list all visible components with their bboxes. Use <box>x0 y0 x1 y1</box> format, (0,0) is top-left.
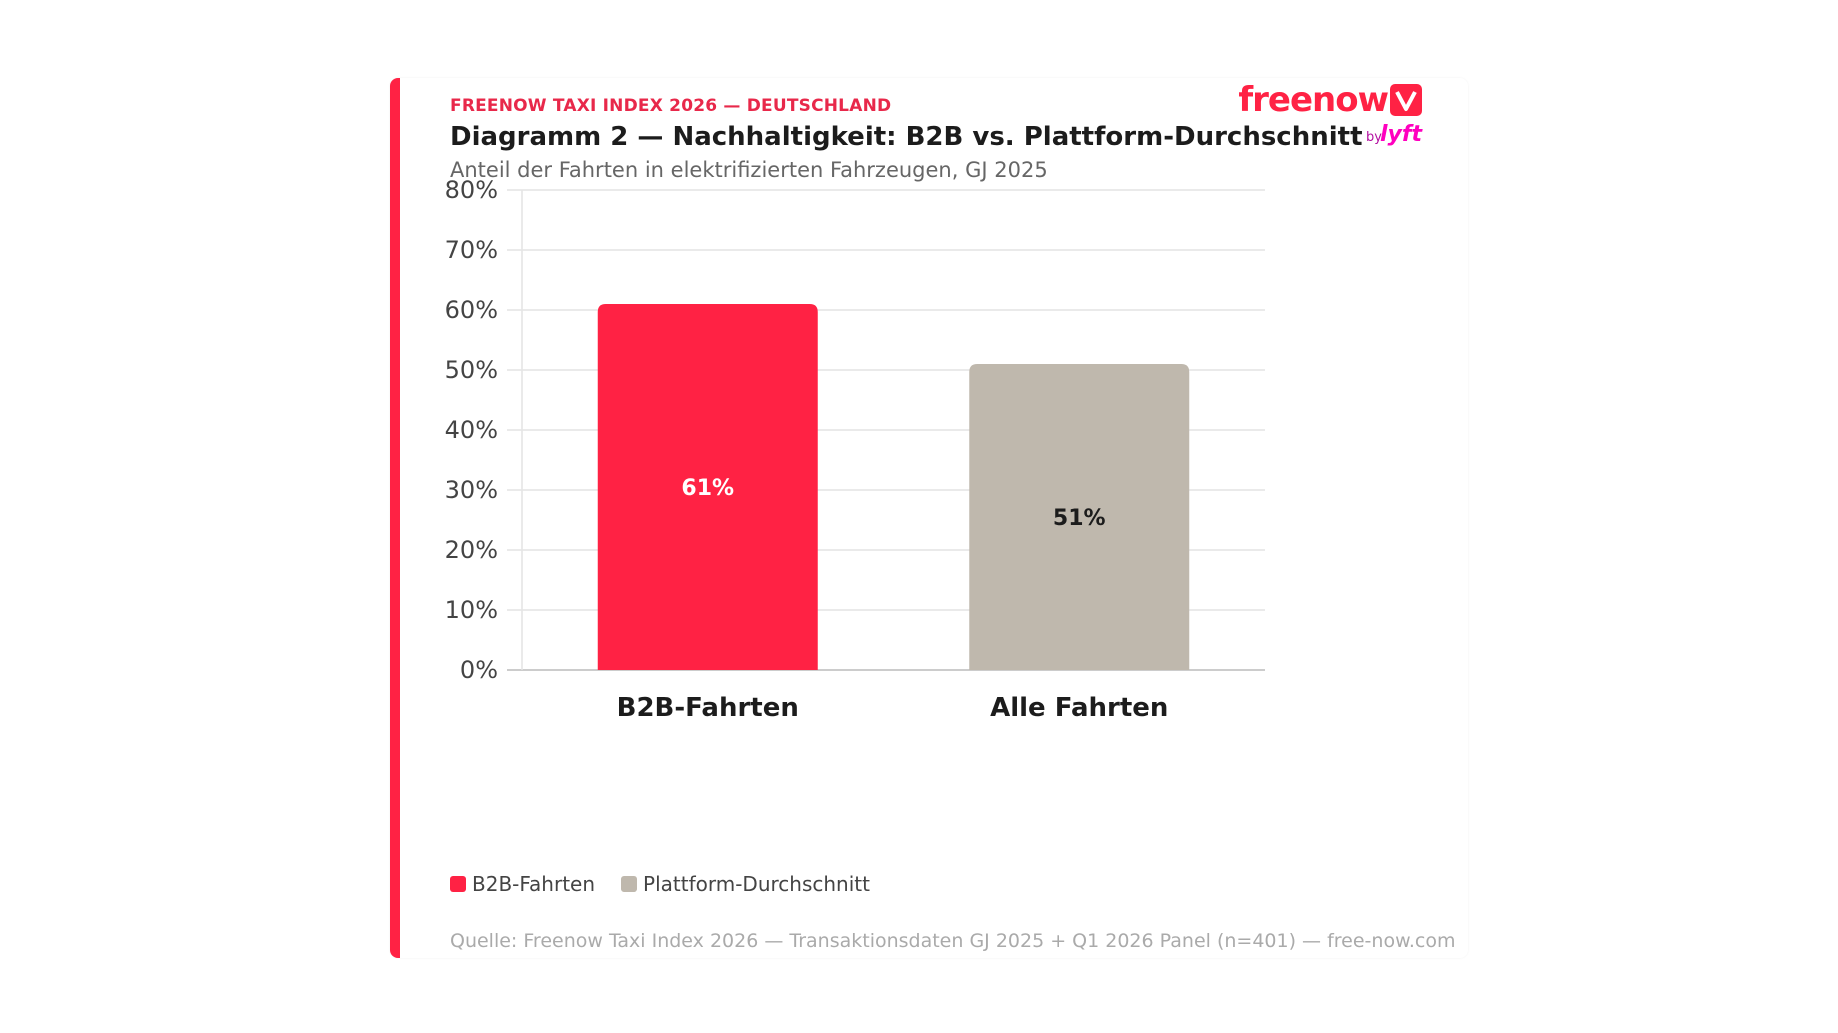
y-tick-label: 40% <box>445 416 498 444</box>
logo-wordmark: freenow <box>1238 80 1389 120</box>
y-tick-label: 60% <box>445 296 498 324</box>
y-tick-label: 70% <box>445 236 498 264</box>
eyebrow-label: FREENOW TAXI INDEX 2026 — DEUTSCHLAND <box>450 96 892 116</box>
legend-item: Plattform-Durchschnitt <box>621 872 870 896</box>
y-tick-label: 20% <box>445 536 498 564</box>
y-tick-label: 10% <box>445 596 498 624</box>
freenow-logo: freenow by lyft <box>1222 78 1422 158</box>
y-tick-label: 50% <box>445 356 498 384</box>
y-tick-label: 80% <box>445 176 498 204</box>
chart-legend: B2B-Fahrten Plattform-Durchschnitt <box>450 872 870 896</box>
chart-title: Diagramm 2 — Nachhaltigkeit: B2B vs. Pla… <box>450 122 1363 152</box>
bar-value-label: 51% <box>1053 506 1106 531</box>
bar-2 <box>969 364 1190 670</box>
bar-1 <box>597 304 818 670</box>
legend-swatch <box>450 876 466 892</box>
lyft-logo-text: lyft <box>1380 122 1422 147</box>
x-category-label: Alle Fahrten <box>990 693 1168 723</box>
legend-label: B2B-Fahrten <box>472 872 596 896</box>
legend-swatch <box>621 876 638 892</box>
legend-item: B2B-Fahrten <box>450 872 595 896</box>
chart-card: FREENOW TAXI INDEX 2026 — DEUTSCHLAND Di… <box>390 78 1468 958</box>
bar-chart: 0% 10% 20% 30% 40% 50% 60% 70% 80% 61% B2B-Fahrten… <box>445 176 1265 723</box>
y-tick-label: 0% <box>460 656 498 684</box>
chart-subtitle: Anteil der Fahrten in elektrifizierten F… <box>450 158 1048 182</box>
bar-value-label: 61% <box>681 476 734 501</box>
source-note: Quelle: Freenow Taxi Index 2026 — Transa… <box>450 930 1456 952</box>
logo-by-text: by <box>1366 130 1382 145</box>
legend-label: Plattform-Durchschnitt <box>643 872 870 896</box>
freenow-logo-mark-icon <box>1390 84 1422 116</box>
x-category-label: B2B-Fahrten <box>617 693 799 723</box>
y-tick-label: 30% <box>445 476 498 504</box>
